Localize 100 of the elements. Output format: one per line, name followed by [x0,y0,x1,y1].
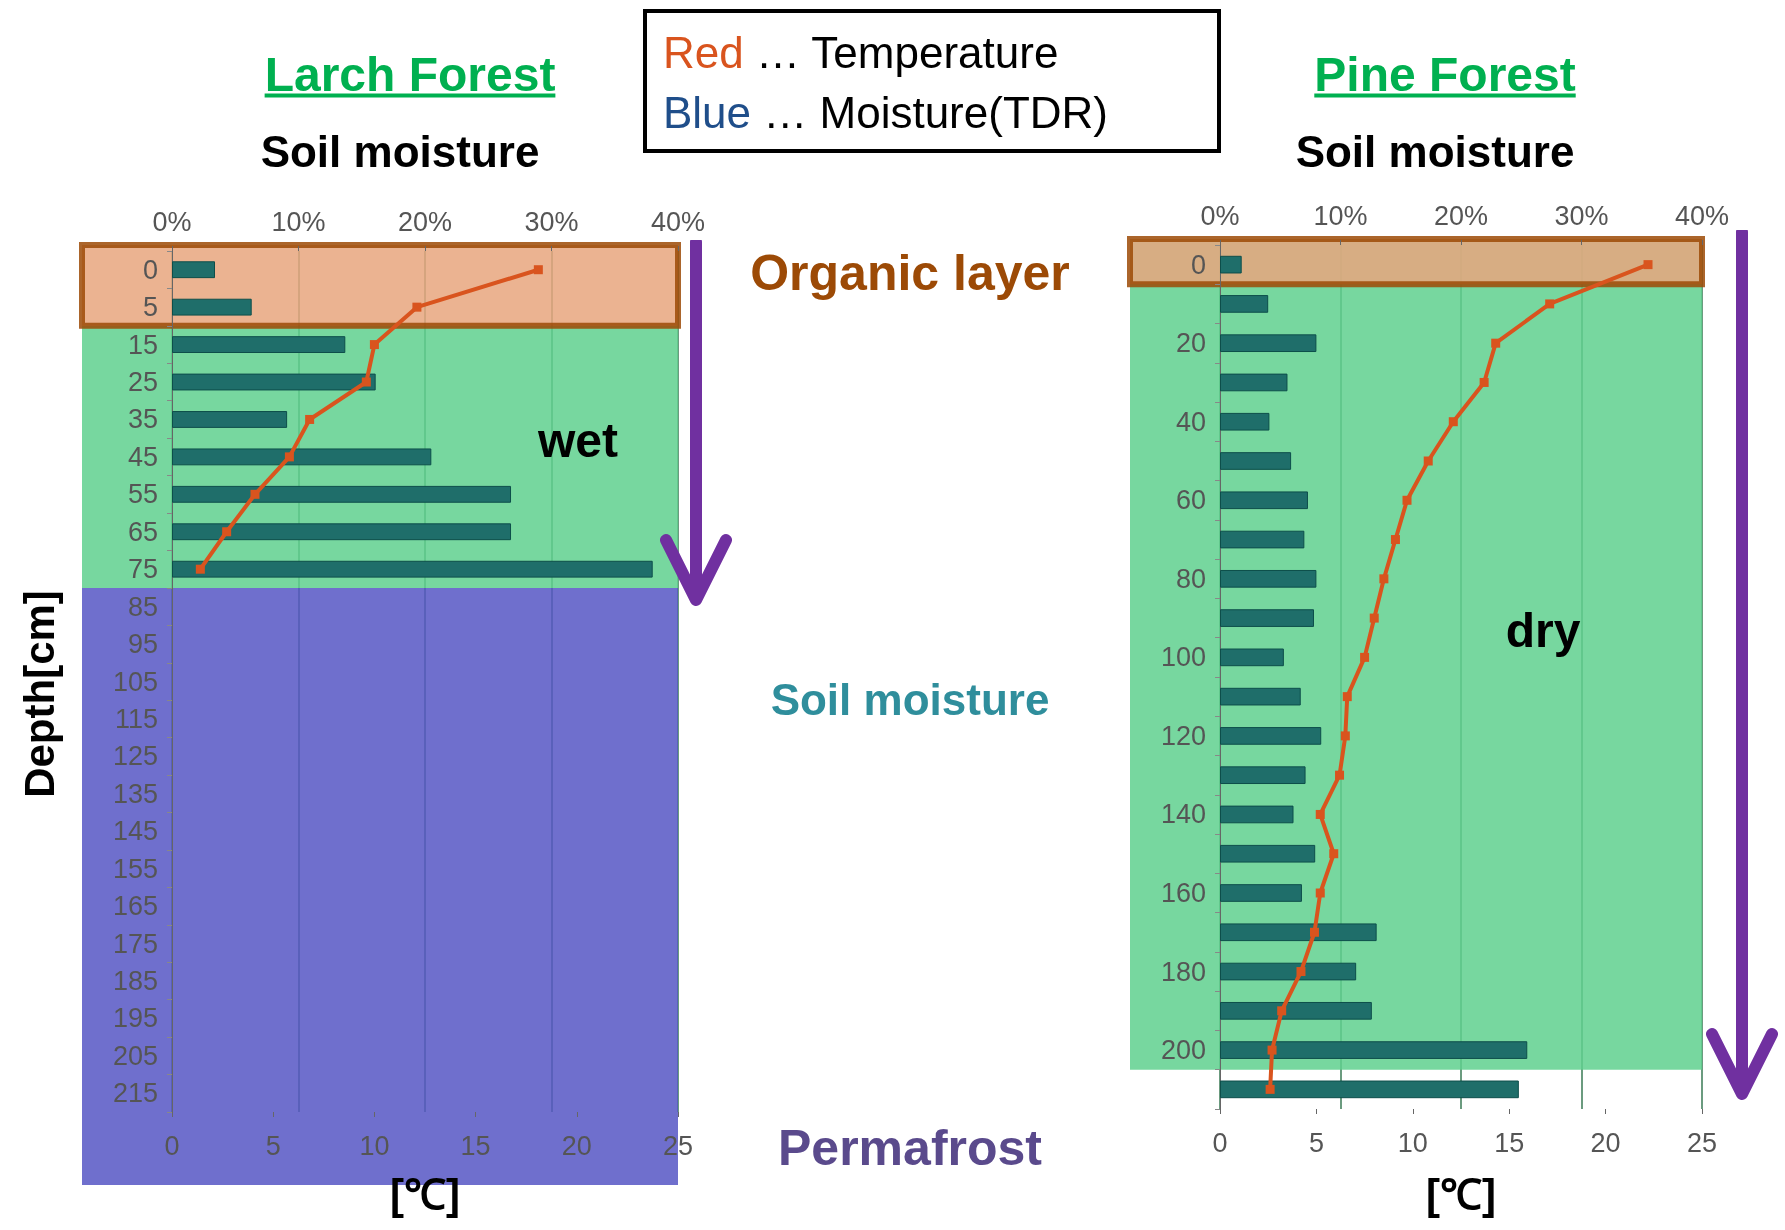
text: Permafrost [778,1119,1042,1177]
point [1335,770,1345,780]
y-tick-label: 140 [1160,799,1206,830]
point [1491,338,1501,348]
y-tick-label: 195 [112,1003,158,1034]
x2-tick-label: 30% [524,206,579,237]
point [1340,731,1350,741]
y-tick-label: 175 [112,928,158,959]
x-tick-label: 25 [1686,1127,1718,1158]
x2-axis-title: Soil moisture [1295,127,1575,177]
y-tick-label: 85 [127,591,158,622]
annotation: dry [1505,602,1581,658]
x2-tick-label: 0% [1200,200,1240,231]
point [222,527,232,537]
x-tick-label: 20 [1590,1127,1621,1158]
y-tick-label: 5 [142,292,158,323]
point [1342,692,1352,702]
point [305,414,315,424]
y-tick-label: 105 [112,666,158,697]
y-tick-label: 115 [114,703,158,734]
point [1309,927,1319,937]
text: Red … Temperature [663,27,1060,79]
x2-tick-label: 10% [1313,200,1368,231]
x-axis-title: [℃] [390,1169,460,1220]
y-tick-label: 165 [112,891,158,922]
point [369,340,379,350]
point [1402,495,1412,505]
annotation: wet [537,412,619,468]
y-tick-label: 80 [1175,563,1206,594]
point [1277,1006,1287,1016]
point [361,377,371,387]
y-tick-label: 20 [1175,328,1206,359]
point [1296,967,1306,977]
x-tick-label: 5 [265,1130,281,1161]
point [1360,652,1370,662]
point [412,302,422,312]
y-axis-title: Depth[cm] [16,590,64,798]
point [1265,1084,1275,1094]
y-tick-label: 75 [127,554,158,585]
y-tick-label: 40 [1175,406,1206,437]
point [1315,809,1325,819]
x2-tick-label: 20% [397,206,453,237]
x2-tick-label: 0% [152,206,192,237]
y-tick-label: 205 [112,1040,158,1071]
x-tick-label: 15 [460,1130,491,1161]
y-tick-label: 180 [1160,956,1206,987]
y-tick-label: 125 [112,741,158,772]
x-tick-label: 0 [1212,1127,1228,1158]
point [1390,535,1400,545]
y-tick-label: 100 [1160,642,1206,673]
x2-axis-title: Soil moisture [260,127,540,177]
text: Blue … Moisture(TDR) [663,87,1109,139]
x-tick-label: 20 [561,1130,592,1161]
point [1315,888,1325,898]
y-tick-label: 95 [127,629,158,660]
point [1479,377,1489,387]
y-tick-label: 135 [112,778,158,809]
x-tick-label: 5 [1308,1127,1324,1158]
y-tick-label: 185 [112,965,158,996]
point [195,564,205,574]
point [1369,613,1379,623]
x2-tick-label: 40% [1674,200,1730,231]
point [250,489,260,499]
y-tick-label: 55 [127,479,158,510]
point [1545,299,1555,309]
y-tick-label: 155 [112,853,158,884]
x-tick-label: 0 [164,1130,180,1161]
x2-tick-label: 10% [271,206,326,237]
y-tick-label: 60 [1175,485,1206,516]
x-tick-label: 10 [359,1130,390,1161]
chart-title: Larch Forest [264,46,556,102]
chart-title: Pine Forest [1314,46,1576,102]
y-tick-label: 160 [1160,878,1206,908]
y-tick-label: 120 [1160,720,1206,751]
point [1329,849,1339,859]
y-tick-label: 25 [127,367,158,398]
y-tick-label: 215 [112,1078,158,1109]
point [1643,260,1653,270]
x-tick-label: 10 [1397,1127,1428,1158]
point [1423,456,1433,466]
y-tick-label: 0 [142,254,158,285]
point [284,452,294,462]
y-tick-label: 145 [112,816,158,847]
y-tick-label: 0 [1190,249,1206,280]
x-tick-label: 25 [662,1130,694,1161]
text: Organic layer [750,244,1070,302]
y-tick-label: 65 [127,516,158,547]
y-tick-label: 200 [1160,1035,1206,1066]
point [533,265,543,275]
point [1448,417,1458,427]
text: Soil moisture [770,675,1050,725]
x2-tick-label: 20% [1433,200,1489,231]
x2-tick-label: 40% [650,206,706,237]
x-axis-title: [℃] [1426,1169,1496,1220]
y-tick-label: 35 [127,404,158,435]
y-tick-label: 45 [127,441,158,472]
x2-tick-label: 30% [1554,200,1609,231]
point [1379,574,1389,584]
y-tick-label: 15 [127,329,158,360]
x-tick-label: 15 [1494,1127,1525,1158]
